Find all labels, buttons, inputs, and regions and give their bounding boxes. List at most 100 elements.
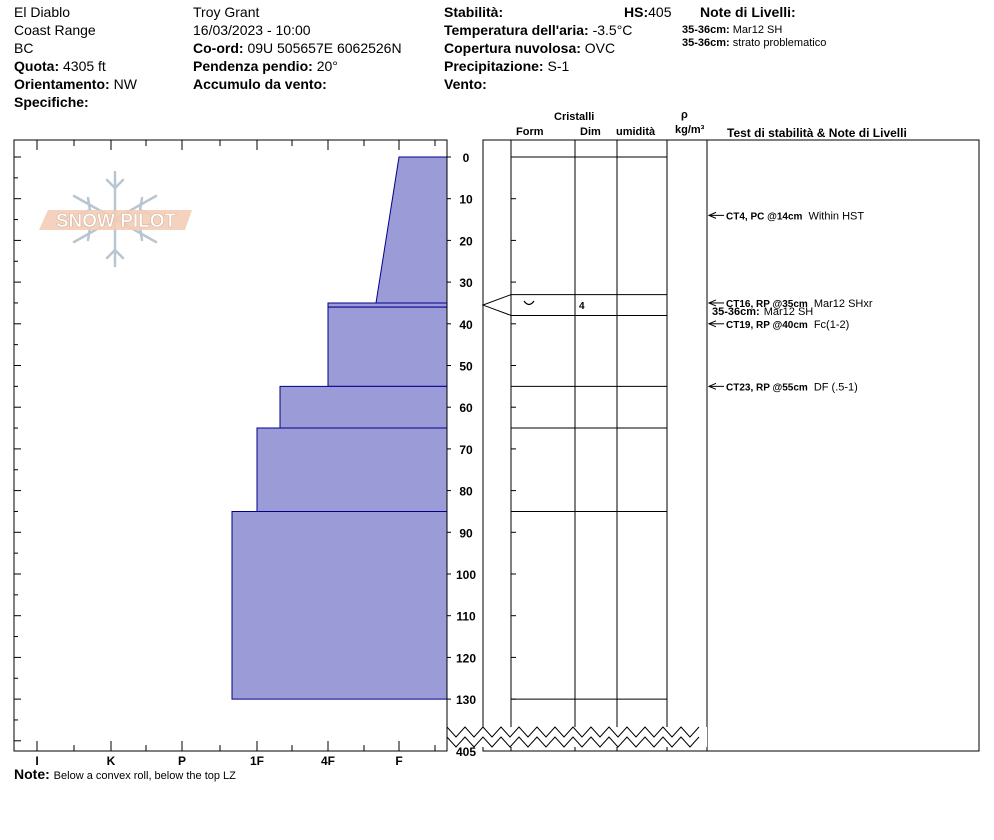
snow-height-value: 405 — [648, 4, 672, 20]
hardness-layer-1 — [375, 156, 448, 304]
slope-angle: Pendenza pendio: 20° — [193, 58, 338, 74]
province: BC — [14, 40, 34, 56]
wind-loading-label: Accumulo da vento: — [193, 76, 327, 92]
snowpilot-logo: SNOW PILOT — [39, 170, 192, 268]
snow-height: HS:405 — [624, 4, 671, 20]
depth-tick-label: 130 — [456, 693, 476, 707]
snowpilot-logo-text: SNOW PILOT — [56, 211, 177, 232]
hardness-layer-5 — [256, 427, 448, 512]
layer-note-2: 35-36cm: strato problematico — [682, 37, 826, 50]
stability-label: Stabilità: — [444, 4, 504, 20]
stability-test-label: CT23, RP @55cm — [726, 382, 808, 393]
layer-notes-title: Note di Livelli: — [700, 4, 796, 20]
note-text: Below a convex roll, below the top LZ — [53, 770, 236, 782]
aspect-label: Orientamento: — [14, 76, 110, 92]
test-arrow-head — [707, 211, 717, 219]
wind-label: Vento: — [444, 76, 487, 92]
mountain-range: Coast Range — [14, 22, 96, 38]
depth-tick-label: 40 — [459, 318, 473, 332]
air-temperature: Temperatura dell'aria: -3.5°C — [444, 22, 632, 38]
layer-note-text: Mar12 SH — [764, 306, 814, 318]
stability-test-comment: Within HST — [808, 210, 864, 222]
location-name: El Diablo — [14, 4, 71, 20]
layer-note-2-depth: 35-36cm: — [682, 37, 730, 49]
layer-note-1: 35-36cm: Mar12 SH — [682, 24, 782, 37]
depth-tick-label: 50 — [459, 360, 473, 374]
surface-hoar-symbol — [523, 300, 535, 306]
hardness-profile — [231, 156, 448, 700]
scale-break-line — [446, 736, 700, 748]
precipitation-label: Precipitazione: — [444, 58, 544, 74]
crystals-header: Cristalli — [554, 111, 595, 123]
elevation: Quota: 4305 ft — [14, 58, 106, 74]
stability-test-label: CT4, PC @14cm — [726, 211, 803, 222]
test-arrow-head — [707, 320, 717, 328]
note-label: Note: — [14, 766, 50, 782]
scale-break-mask — [448, 727, 707, 747]
slope-angle-label: Pendenza pendio: — [193, 58, 313, 74]
layer-pointer — [481, 294, 512, 316]
depth-tick-label: 10 — [459, 193, 473, 207]
aspect: Orientamento: NW — [14, 76, 137, 92]
aspect-value: NW — [113, 76, 137, 92]
layer-note-depth: 35-36cm: — [712, 306, 760, 318]
depth-axis: 0 10 20 30 40 50 60 70 80 90 100 110 120 130 405 — [447, 151, 476, 759]
depth-tick-label: 60 — [459, 401, 473, 415]
layer-table-frame — [482, 139, 980, 752]
size-header: Dim — [580, 126, 601, 138]
depth-tick-label: 80 — [459, 485, 473, 499]
depth-bottom-label: 405 — [456, 745, 476, 759]
note: Note: Below a convex roll, below the top… — [14, 766, 236, 783]
specifics-label: Specifiche: — [14, 94, 89, 110]
coordinates-value: 09U 505657E 6062526N — [247, 40, 402, 56]
elevation-value: 4305 ft — [63, 58, 106, 74]
layer-table: 4 — [446, 139, 980, 752]
stability-test-1: CT4, PC @14cm Within HST — [726, 210, 864, 222]
stability-test-3: CT19, RP @40cm Fc(1-2) — [726, 319, 849, 331]
sky-cover-label: Copertura nuvolosa: — [444, 40, 581, 56]
hardness-layer-6 — [231, 510, 448, 700]
air-temperature-value: -3.5°C — [592, 22, 633, 38]
precipitation-value: S-1 — [547, 58, 570, 74]
test-arrow-head — [707, 299, 717, 307]
observer-name: Troy Grant — [193, 4, 260, 20]
sky-cover-value: OVC — [584, 40, 616, 56]
density-unit-header: kg/m³ — [675, 124, 705, 136]
stability-test-comment: Fc(1-2) — [814, 319, 849, 331]
hardness-tick-label: 1F — [250, 754, 264, 768]
hardness-tick-label: K — [107, 754, 116, 768]
hardness-plot-frame — [13, 139, 448, 752]
elevation-label: Quota: — [14, 58, 60, 74]
crystal-size-value: 4 — [579, 301, 585, 312]
hardness-axis: I K P 1F 4F F — [13, 139, 448, 768]
form-header: Form — [516, 126, 544, 138]
slope-angle-value: 20° — [316, 58, 338, 74]
coordinates-label: Co-ord: — [193, 40, 244, 56]
depth-tick-label: 70 — [459, 443, 473, 457]
snow-height-label: HS: — [624, 4, 649, 20]
density-rho-header: ρ — [681, 109, 688, 121]
observation-datetime: 16/03/2023 - 10:00 — [193, 22, 311, 38]
stability-test-comment: Mar12 SHxr — [814, 298, 873, 310]
depth-tick-label: 110 — [456, 610, 476, 624]
hardness-layer-2 — [327, 302, 448, 308]
test-arrow-head — [707, 382, 717, 390]
moisture-header: umidità — [616, 126, 656, 138]
hardness-tick-label: F — [395, 754, 402, 768]
depth-tick-label: 0 — [463, 151, 470, 165]
coordinates: Co-ord: 09U 505657E 6062526N — [193, 40, 402, 56]
air-temperature-label: Temperatura dell'aria: — [444, 22, 589, 38]
depth-tick-label: 120 — [456, 651, 476, 665]
hardness-tick-label: I — [35, 754, 38, 768]
layer-note-2-text: strato problematico — [732, 37, 827, 49]
stability-test-4: CT23, RP @55cm DF (.5-1) — [726, 381, 858, 393]
hardness-tick-label: P — [178, 754, 186, 768]
hardness-layer-4 — [279, 385, 448, 429]
precipitation: Precipitazione: S-1 — [444, 58, 569, 74]
sky-cover: Copertura nuvolosa: OVC — [444, 40, 615, 56]
stability-test-comment: DF (.5-1) — [814, 381, 858, 393]
layer-note-1-depth: 35-36cm: — [682, 24, 730, 36]
stability-test-label: CT19, RP @40cm — [726, 320, 808, 331]
